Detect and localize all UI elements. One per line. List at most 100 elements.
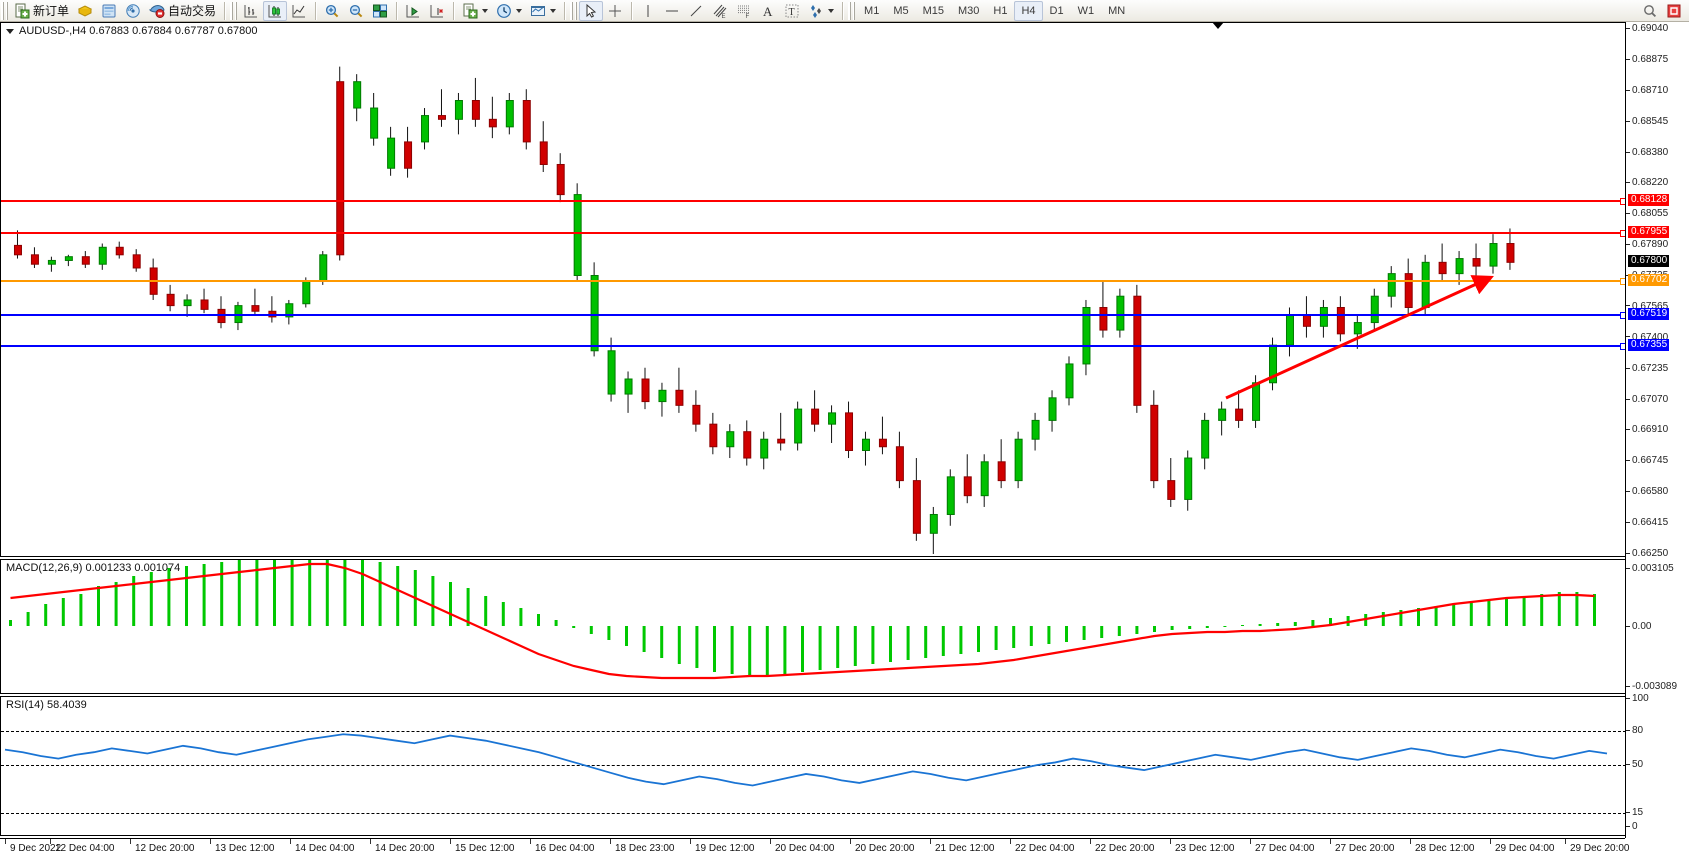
time-axis-label: 28 Dec 12:00 <box>1415 843 1475 854</box>
search-button[interactable] <box>1638 1 1662 21</box>
bar-chart-button[interactable] <box>239 1 263 21</box>
trendline-button[interactable] <box>684 1 708 21</box>
data-window-button[interactable] <box>97 1 121 21</box>
auto-trading-button[interactable]: 自动交易 <box>145 1 220 21</box>
macd-tick: 0.003105 <box>1626 563 1689 574</box>
shapes-button[interactable] <box>804 1 838 21</box>
price-line-resistance-1[interactable] <box>1 230 1625 238</box>
tile-windows-button[interactable] <box>368 1 392 21</box>
text-label-button[interactable]: T <box>780 1 804 21</box>
timeframe-w1[interactable]: W1 <box>1077 4 1095 17</box>
rsi-label: RSI(14) 58.4039 <box>6 699 87 711</box>
timeframe-m1[interactable]: M1 <box>864 4 880 17</box>
time-axis-tick <box>850 839 851 844</box>
price-line-support-1[interactable] <box>1 312 1625 320</box>
periods-icon <box>497 3 511 18</box>
equidistant-channel-button[interactable]: E <box>708 1 732 21</box>
price-tick: 0.67070 <box>1626 394 1689 405</box>
price-chart-pane[interactable]: AUDUSD-,H4 0.67883 0.67884 0.67787 0.678… <box>0 22 1625 557</box>
toolbar-grip-2[interactable] <box>230 1 238 20</box>
price-line-pivot[interactable] <box>1 277 1625 285</box>
periods-button[interactable] <box>492 1 526 21</box>
time-axis-tick <box>5 839 6 844</box>
price-tag-resistance-1[interactable]: 0.67955 <box>1628 226 1670 239</box>
time-axis-label: 27 Dec 04:00 <box>1255 843 1315 854</box>
crosshair-button[interactable] <box>603 1 627 21</box>
toolbar-separator-6 <box>631 1 633 20</box>
chevron-down-icon-3[interactable] <box>550 8 557 13</box>
toolbar-grip-4[interactable] <box>848 1 856 20</box>
signals-button[interactable] <box>121 1 145 21</box>
time-axis-tick <box>1170 839 1171 844</box>
timeframe-m30[interactable]: M30 <box>958 4 980 17</box>
templates-button[interactable] <box>526 1 560 21</box>
auto-trading-label: 自动交易 <box>168 4 217 18</box>
price-line-support-2[interactable] <box>1 343 1625 351</box>
toolbar-separator <box>224 1 226 20</box>
time-axis-label: 23 Dec 12:00 <box>1175 843 1235 854</box>
time-axis-label: 12 Dec 20:00 <box>135 843 195 854</box>
timeframe-h1[interactable]: H1 <box>993 4 1008 17</box>
price-tag-support-1[interactable]: 0.67519 <box>1628 308 1670 321</box>
timeframe-mn[interactable]: MN <box>1108 4 1126 17</box>
indicators-button[interactable] <box>458 1 492 21</box>
expert-advisors-button[interactable] <box>73 1 97 21</box>
new-order-button[interactable]: 新订单 <box>10 1 73 21</box>
timeframe-m15[interactable]: M15 <box>922 4 944 17</box>
crosshair-icon <box>609 4 622 17</box>
macd-pane[interactable]: MACD(12,26,9) 0.001233 0.001074 <box>0 559 1625 694</box>
timeframe-m5[interactable]: M5 <box>893 4 909 17</box>
chevron-down-icon-4[interactable] <box>828 8 835 13</box>
candlestick-chart-icon <box>268 4 282 17</box>
chevron-down-icon-2[interactable] <box>516 8 523 13</box>
rsi-pane[interactable]: RSI(14) 58.4039 <box>0 696 1625 836</box>
price-tick: 0.66415 <box>1626 517 1689 528</box>
toolbar-grip-3[interactable] <box>570 1 578 20</box>
timeframe-h4[interactable]: H4 <box>1014 0 1043 21</box>
candlestick-chart-button[interactable] <box>263 0 288 21</box>
price-scale[interactable]: 0.69040 0.68875 0.68710 0.68545 0.68380 0.682… <box>1625 22 1689 838</box>
chevron-down-icon[interactable] <box>482 8 489 13</box>
zoom-out-button[interactable] <box>344 1 368 21</box>
price-tick: 0.68875 <box>1626 54 1689 65</box>
price-tag-support-2[interactable]: 0.67355 <box>1628 339 1670 352</box>
time-axis-label: 22 Dec 20:00 <box>1095 843 1155 854</box>
time-axis-tick <box>50 839 51 844</box>
rsi-tick: 80 <box>1626 725 1689 736</box>
price-tag-resistance-2[interactable]: 0.68128 <box>1628 193 1670 206</box>
search-icon <box>1644 4 1657 17</box>
time-axis-tick <box>1330 839 1331 844</box>
rsi-level-50 <box>1 765 1625 766</box>
time-axis-tick <box>130 839 131 844</box>
fullscreen-button[interactable] <box>1662 1 1686 21</box>
line-chart-button[interactable] <box>287 1 311 21</box>
time-axis-label: 15 Dec 12:00 <box>455 843 515 854</box>
chart-autoscroll-button[interactable] <box>425 1 449 21</box>
vertical-line-button[interactable] <box>636 1 660 21</box>
price-tag-pivot[interactable]: 0.67702 <box>1628 273 1670 286</box>
price-tag-current-price[interactable]: 0.67800 <box>1628 255 1670 268</box>
up-trend-arrow[interactable] <box>1 23 1625 557</box>
svg-text:F: F <box>746 14 750 19</box>
price-line-resistance-2[interactable] <box>1 197 1625 205</box>
price-tick: 0.68220 <box>1626 177 1689 188</box>
fibonacci-icon: F <box>738 5 750 19</box>
shapes-icon <box>811 4 822 18</box>
horizontal-line-button[interactable] <box>660 1 684 21</box>
time-axis-label: 27 Dec 20:00 <box>1335 843 1395 854</box>
collapse-triangle-icon[interactable] <box>6 28 14 34</box>
toolbar-grip[interactable] <box>1 1 8 20</box>
time-axis[interactable]: 9 Dec 2022 12 Dec 04:00 12 Dec 20:00 13 Dec… <box>0 838 1630 860</box>
rsi-tick: 50 <box>1626 759 1689 770</box>
time-axis-label: 29 Dec 04:00 <box>1495 843 1555 854</box>
candlestick-series <box>13 66 1515 554</box>
time-axis-label: 18 Dec 23:00 <box>615 843 675 854</box>
cursor-button[interactable] <box>579 0 604 21</box>
time-axis-tick <box>1250 839 1251 844</box>
text-button[interactable]: A <box>756 1 780 21</box>
zoom-in-button[interactable] <box>320 1 344 21</box>
trendline-icon <box>690 5 702 16</box>
chart-shift-button[interactable] <box>401 1 425 21</box>
fibonacci-button[interactable]: F <box>732 1 756 21</box>
timeframe-d1[interactable]: D1 <box>1049 4 1064 17</box>
